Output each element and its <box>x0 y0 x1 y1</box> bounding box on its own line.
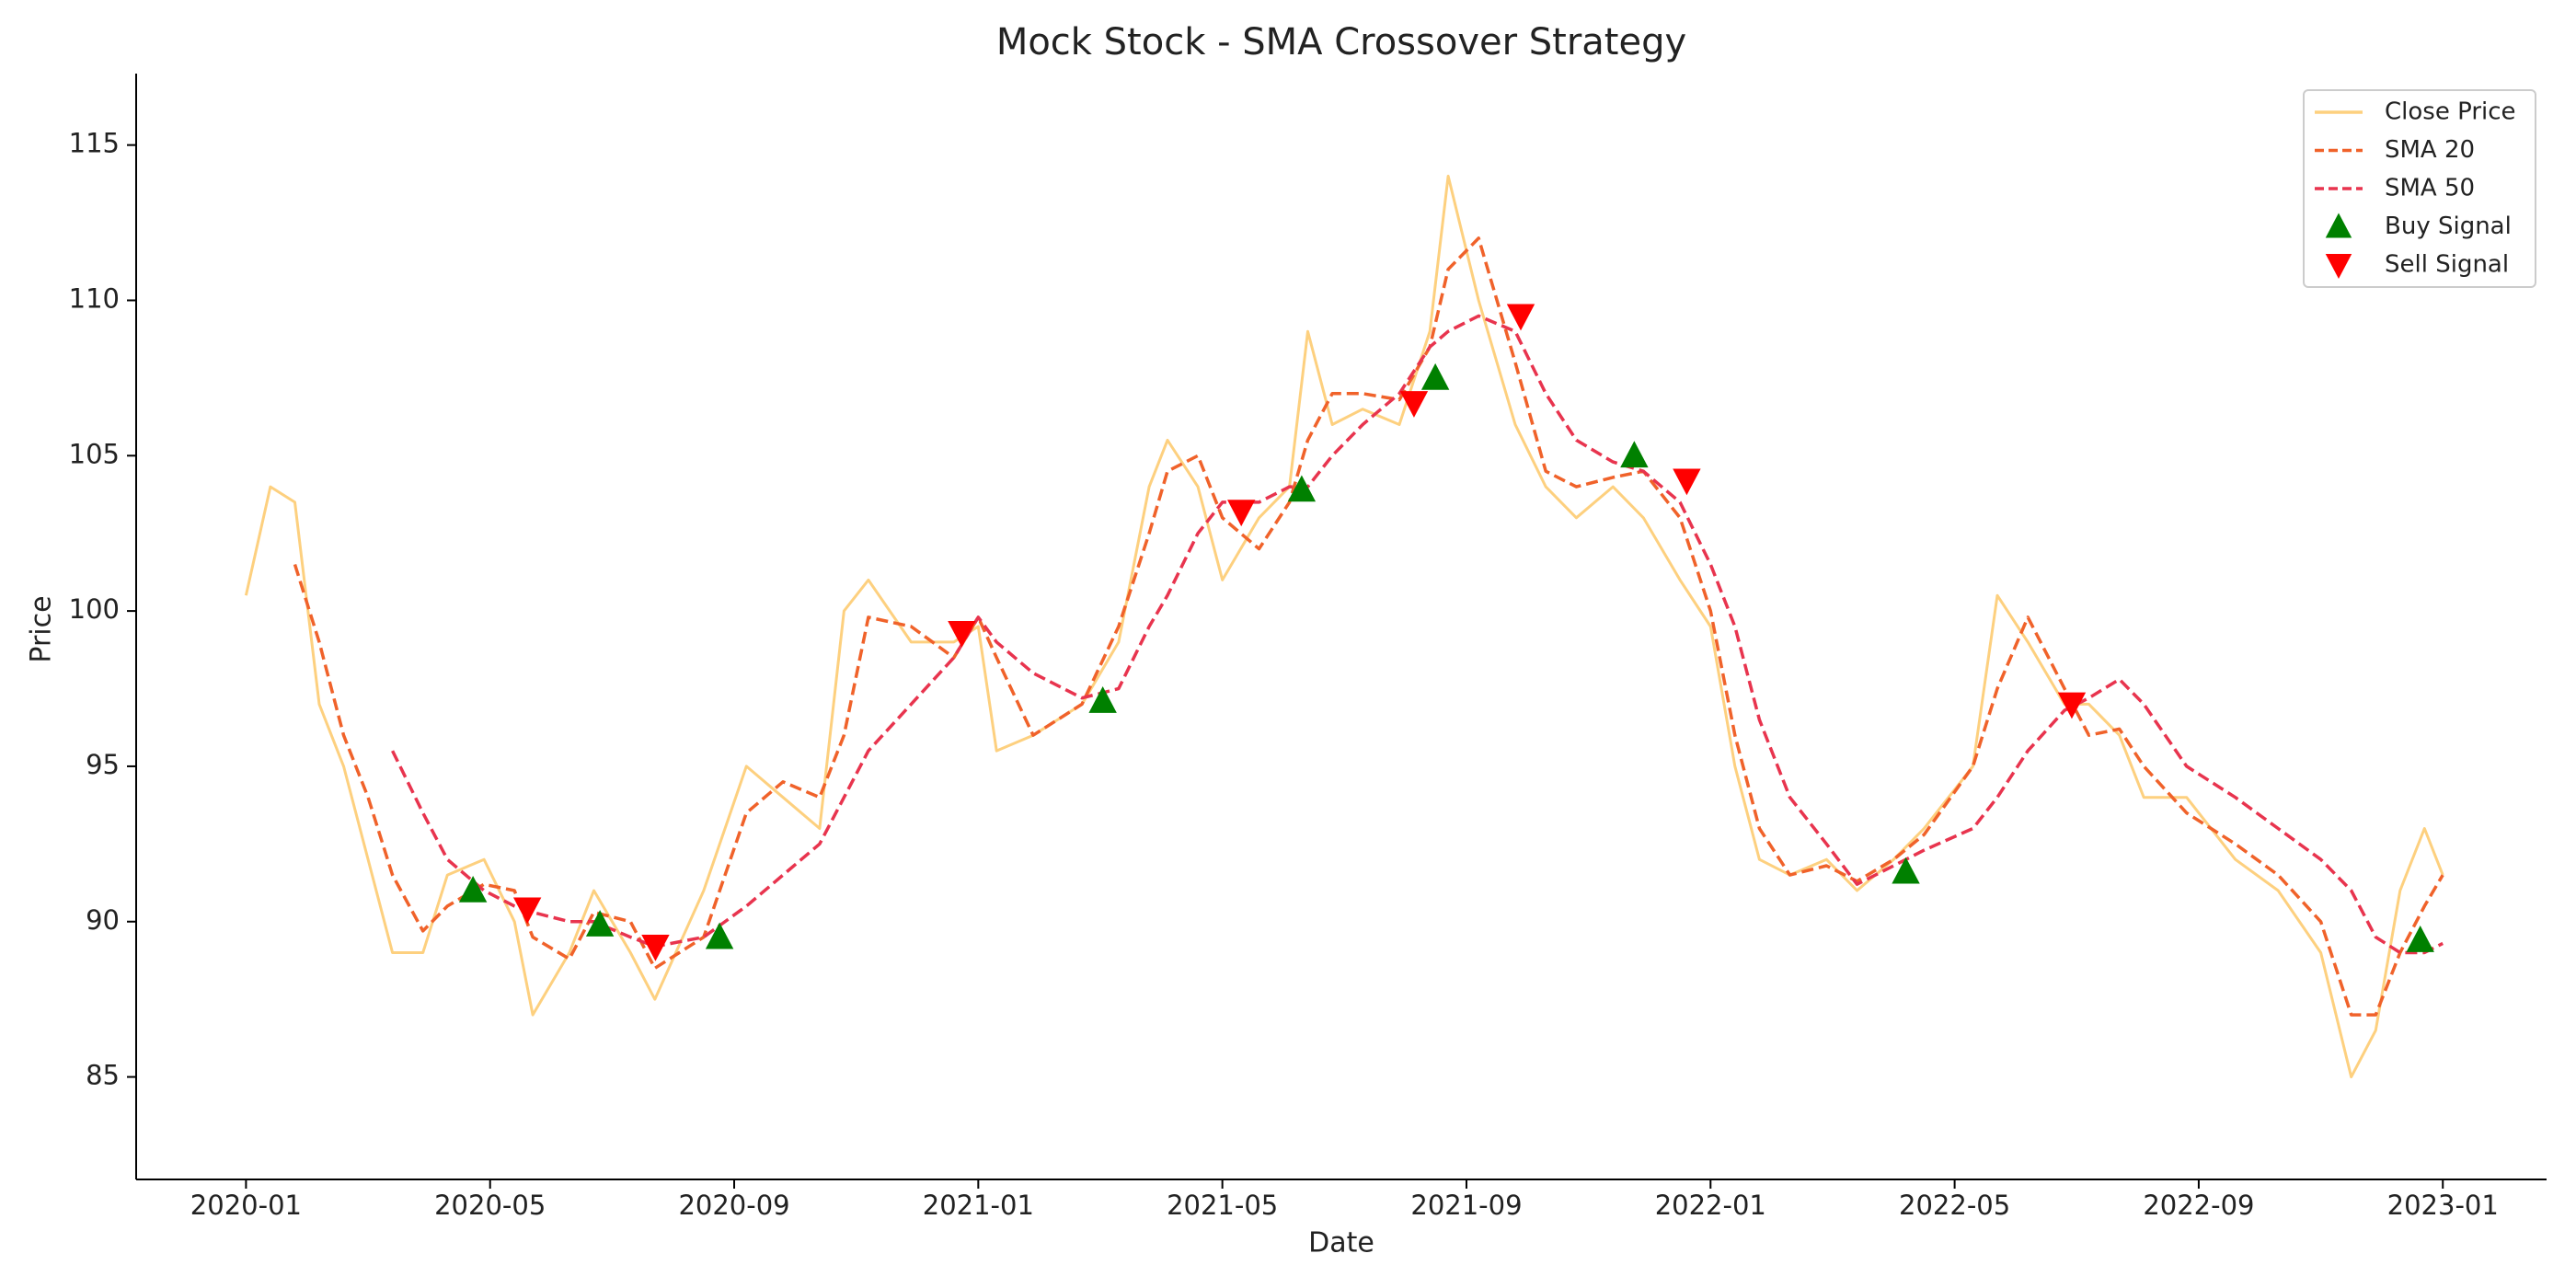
y-tick-label: 105 <box>69 438 120 469</box>
signal-marker <box>705 922 734 949</box>
signal-marker <box>2406 926 2434 952</box>
legend-label: Close Price <box>2385 98 2516 126</box>
y-tick-label: 95 <box>86 749 120 780</box>
legend-label: SMA 50 <box>2385 175 2475 202</box>
signal-marker <box>641 934 670 961</box>
signal-marker <box>2057 692 2087 719</box>
legend: Close Price SMA 20 SMA 50 Buy Signal Sell Si… <box>2303 89 2536 288</box>
x-axis-label: Date <box>1308 1227 1374 1259</box>
x-tick-label: 2022-01 <box>1655 1190 1766 1221</box>
x-tick-label: 2021-05 <box>1167 1190 1278 1221</box>
legend-label: SMA 20 <box>2385 136 2475 164</box>
x-tick-label: 2022-09 <box>2143 1190 2254 1221</box>
signal-marker <box>1506 304 1535 331</box>
signal-marker <box>948 620 976 648</box>
signal-marker <box>1088 686 1117 713</box>
signal-marker <box>1673 468 1701 496</box>
legend-marker <box>2325 213 2352 238</box>
x-tick-label: 2020-09 <box>678 1190 789 1221</box>
legend-marker <box>2325 254 2352 279</box>
signal-marker <box>1892 857 1920 884</box>
y-tick-label: 115 <box>69 128 120 159</box>
legend-box <box>2303 89 2536 288</box>
y-axis-label: Price <box>26 595 58 662</box>
chart-title: Mock Stock - SMA Crossover Strategy <box>996 21 1686 63</box>
signal-marker <box>458 875 488 903</box>
y-tick-label: 110 <box>69 282 120 314</box>
legend-label: Buy Signal <box>2385 213 2512 240</box>
legend-label: Sell Signal <box>2385 251 2509 279</box>
series-line <box>391 314 2444 955</box>
signal-marker <box>585 910 615 937</box>
x-tick-label: 2020-01 <box>190 1190 302 1221</box>
signal-marker <box>1420 362 1450 390</box>
signal-marker <box>1399 391 1429 418</box>
signal-marker <box>1227 500 1256 527</box>
signal-marker <box>512 897 542 925</box>
signal-marker <box>1287 475 1317 502</box>
x-tick-label: 2022-05 <box>1899 1190 2010 1221</box>
x-tick-label: 2020-05 <box>434 1190 546 1221</box>
y-tick-label: 90 <box>86 904 120 936</box>
y-tick-label: 85 <box>86 1060 120 1091</box>
x-tick-label: 2023-01 <box>2387 1190 2499 1221</box>
signal-marker <box>1620 441 1649 468</box>
series-line <box>293 236 2444 1017</box>
y-tick-label: 100 <box>69 593 120 625</box>
x-tick-label: 2021-09 <box>1410 1190 1522 1221</box>
x-tick-label: 2021-01 <box>923 1190 1034 1221</box>
